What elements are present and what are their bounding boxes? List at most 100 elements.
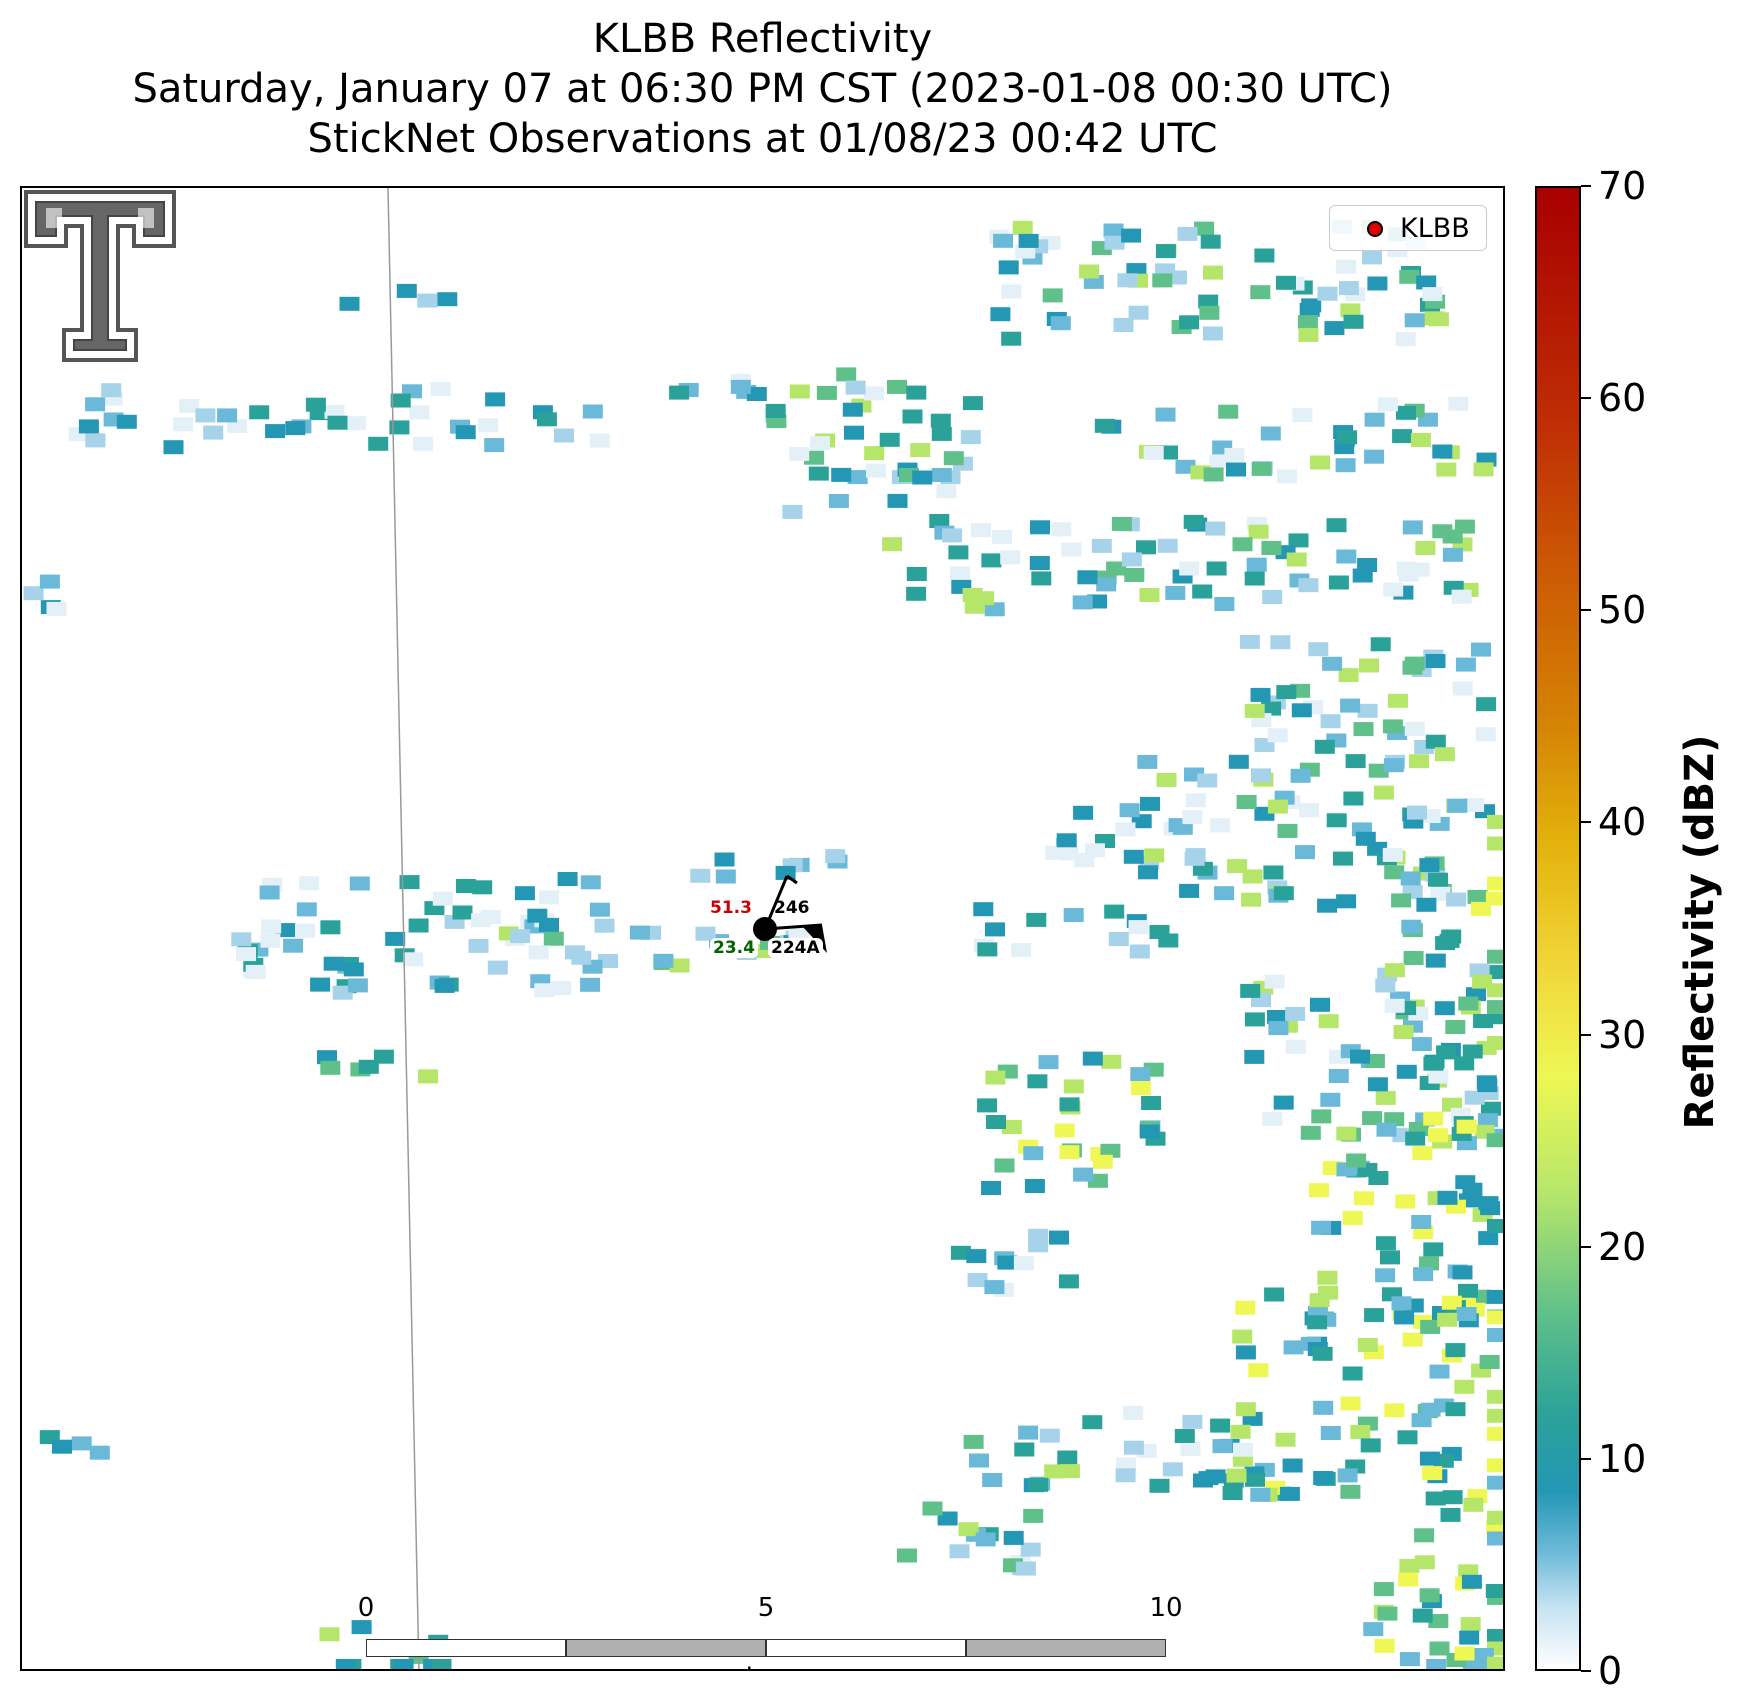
reflectivity-pixel (887, 493, 908, 508)
reflectivity-pixel (1395, 1194, 1416, 1209)
reflectivity-pixel (1487, 1426, 1503, 1441)
reflectivity-pixel (1275, 1432, 1296, 1447)
reflectivity-pixel (1198, 294, 1219, 309)
radar-map[interactable]: KLBB 51.3 246 23.4 224A 0 5 10 km (20, 186, 1505, 1671)
reflectivity-pixel (1123, 1440, 1144, 1455)
reflectivity-pixel (85, 397, 106, 412)
reflectivity-pixel (1346, 1153, 1367, 1168)
reflectivity-pixel (1343, 314, 1364, 329)
reflectivity-pixel (1423, 1111, 1444, 1126)
scale-segment-3 (766, 1639, 966, 1657)
reflectivity-pixel (217, 408, 238, 423)
reflectivity-pixel (346, 416, 367, 431)
station-temperature: 51.3 (710, 898, 752, 918)
reflectivity-pixel (1116, 1457, 1136, 1472)
reflectivity-pixel (1210, 1418, 1231, 1433)
reflectivity-pixel (1454, 1646, 1475, 1661)
reflectivity-pixel (1079, 264, 1100, 279)
reflectivity-pixel (1028, 1477, 1048, 1492)
reflectivity-pixel (1182, 810, 1203, 825)
reflectivity-pixel (1479, 1355, 1500, 1369)
reflectivity-pixel (1235, 1300, 1256, 1315)
reflectivity-pixel (1027, 1074, 1048, 1089)
reflectivity-pixel (1286, 552, 1307, 567)
reflectivity-pixel (1226, 1468, 1247, 1483)
reflectivity-pixel (1342, 1211, 1363, 1225)
reflectivity-pixel (1308, 642, 1329, 657)
reflectivity-pixel (249, 405, 270, 420)
reflectivity-pixel (1472, 974, 1493, 989)
reflectivity-pixel (116, 414, 137, 429)
reflectivity-pixel (1230, 1424, 1251, 1439)
reflectivity-pixel (1469, 963, 1490, 978)
reflectivity-pixel (1395, 332, 1416, 347)
reflectivity-pixel (1276, 469, 1297, 484)
reflectivity-pixel (409, 405, 430, 420)
colorbar-tick-label: 0 (1598, 1649, 1623, 1693)
reflectivity-pixel (1375, 1090, 1396, 1105)
reflectivity-pixel (543, 931, 564, 946)
reflectivity-pixel (368, 436, 389, 451)
reflectivity-pixel (163, 440, 184, 455)
reflectivity-pixel (1128, 305, 1149, 320)
reflectivity-pixel (283, 938, 304, 953)
reflectivity-pixel (1411, 1215, 1432, 1229)
reflectivity-pixel (1487, 1389, 1503, 1404)
reflectivity-pixel (1442, 529, 1463, 544)
reflectivity-pixel (1436, 462, 1457, 477)
reflectivity-pixel (1462, 1044, 1483, 1059)
reflectivity-pixel (1124, 568, 1145, 582)
reflectivity-pixel (1227, 859, 1248, 874)
reflectivity-pixel (1014, 1442, 1035, 1457)
reflectivity-pixel (403, 952, 424, 967)
reflectivity-pixel (1248, 524, 1269, 539)
reflectivity-pixel (1177, 226, 1198, 241)
reflectivity-pixel (1419, 1451, 1440, 1466)
reflectivity-pixel (1333, 851, 1353, 866)
colorbar-tick-label: 10 (1598, 1436, 1647, 1481)
reflectivity-pixel (1384, 998, 1405, 1013)
reflectivity-pixel (1487, 1219, 1503, 1233)
reflectivity-pixel (1063, 1079, 1084, 1094)
reflectivity-pixel (259, 885, 280, 900)
reflectivity-pixel (1485, 891, 1503, 906)
reflectivity-pixel (418, 1069, 438, 1084)
reflectivity-pixel (101, 383, 122, 398)
reflectivity-pixel (1000, 550, 1021, 565)
reflectivity-pixel (1324, 321, 1345, 336)
reflectivity-pixel (1407, 805, 1427, 820)
reflectivity-pixel (1310, 997, 1330, 1012)
reflectivity-pixel (1375, 1236, 1396, 1251)
reflectivity-pixel (1477, 1113, 1498, 1128)
reflectivity-pixel (765, 403, 786, 418)
reflectivity-pixel (1460, 1617, 1481, 1632)
reflectivity-pixel (320, 920, 341, 935)
reflectivity-pixel (1214, 886, 1235, 901)
reflectivity-pixel (1015, 244, 1036, 259)
reflectivity-pixel (1463, 1497, 1484, 1512)
reflectivity-pixel (1412, 1146, 1433, 1161)
reflectivity-pixel (1328, 1069, 1349, 1083)
reflectivity-pixel (1399, 1652, 1420, 1667)
reflectivity-pixel (1320, 1426, 1341, 1440)
reflectivity-pixel (866, 463, 886, 478)
reflectivity-pixel (1475, 727, 1496, 742)
reflectivity-pixel (1100, 1143, 1121, 1158)
reflectivity-pixel (1261, 701, 1282, 716)
reflectivity-pixel (1233, 1442, 1253, 1457)
reflectivity-pixel (1326, 518, 1347, 533)
reflectivity-pixel (1232, 1329, 1253, 1344)
reflectivity-pixel (1129, 944, 1150, 959)
reflectivity-pixel (1283, 1340, 1304, 1355)
reflectivity-pixel (1222, 1486, 1243, 1500)
reflectivity-pixel (1317, 1270, 1338, 1285)
reflectivity-pixel (1320, 1092, 1341, 1107)
reflectivity-pixel (1354, 1191, 1374, 1206)
reflectivity-pixel (1018, 233, 1039, 248)
colorbar-tick-mark (1581, 185, 1591, 187)
reflectivity-pixel (296, 902, 317, 917)
reflectivity-pixel (1290, 768, 1311, 783)
reflectivity-pixel (1268, 1021, 1289, 1036)
reflectivity-pixel (1317, 898, 1338, 913)
reflectivity-pixel (1413, 1267, 1434, 1282)
